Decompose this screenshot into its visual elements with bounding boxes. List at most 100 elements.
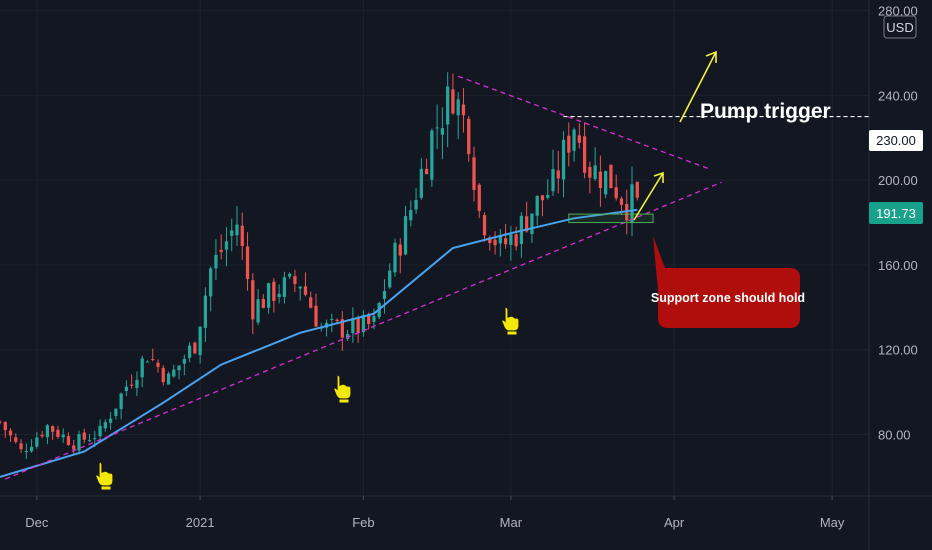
candle-body	[356, 317, 360, 334]
candle	[230, 218, 234, 252]
time-scale[interactable]: Dec 2021 Feb Mar Apr May	[25, 496, 845, 530]
candle	[351, 307, 355, 343]
candle-body	[166, 373, 171, 385]
pointing-hand-icon	[333, 374, 352, 404]
candle	[525, 201, 529, 233]
y-tick-label: 160.00	[878, 258, 918, 273]
candle-body	[435, 127, 439, 129]
candle-body	[40, 434, 44, 437]
candle-body	[482, 215, 487, 236]
candle	[414, 188, 418, 215]
candle	[3, 421, 7, 438]
candle-body	[93, 438, 97, 440]
candle-body	[272, 281, 276, 301]
candle	[509, 225, 513, 261]
candle	[103, 419, 107, 432]
candle	[604, 170, 608, 199]
candle	[261, 294, 265, 309]
candle-body	[103, 422, 107, 429]
candle	[82, 428, 86, 444]
currency-badge[interactable]: USD	[883, 15, 917, 39]
candle	[14, 433, 18, 444]
candle-body	[361, 314, 366, 333]
candle	[314, 293, 318, 327]
y-tick-label: 200.00	[878, 173, 918, 188]
candle	[124, 380, 129, 397]
candle	[272, 278, 276, 313]
candle-body	[198, 326, 202, 355]
candle	[572, 127, 576, 162]
candle	[330, 313, 334, 333]
candle	[609, 164, 613, 189]
candle-body	[224, 241, 229, 250]
price-scale[interactable]: 80.00 120.00 160.00 200.00 240.00 280.00	[878, 4, 918, 443]
candle	[209, 266, 213, 312]
candle	[72, 439, 76, 455]
candle-body	[424, 168, 429, 175]
x-tick-label: Feb	[352, 515, 374, 530]
candle-body	[288, 273, 292, 277]
candle	[87, 433, 92, 443]
candle-body	[293, 276, 297, 284]
candle-body	[414, 199, 418, 210]
candle	[340, 311, 344, 351]
candle	[293, 269, 297, 293]
candle-body	[588, 166, 592, 178]
candle-body	[382, 291, 387, 299]
candle-body	[114, 408, 118, 416]
candle	[135, 371, 139, 397]
candle-body	[45, 425, 50, 438]
candle-body	[514, 234, 518, 247]
candle-body	[525, 216, 529, 232]
x-tick-label: 2021	[186, 515, 215, 530]
candle	[40, 431, 44, 439]
candle-body	[261, 298, 265, 308]
candle-body	[467, 118, 471, 155]
candle	[66, 432, 71, 446]
candle	[177, 365, 181, 380]
x-tick-label: Mar	[500, 515, 523, 530]
support-trendline	[5, 181, 722, 480]
candle	[567, 122, 571, 167]
candle	[309, 291, 313, 309]
candle-body	[330, 318, 334, 320]
resistance-price-label: 230.00	[869, 130, 923, 151]
candle-body	[551, 169, 555, 192]
candle-body	[177, 365, 181, 371]
pointing-hand-icon	[501, 306, 520, 336]
candle-body	[572, 129, 576, 151]
pump-trigger-arrow-upper	[679, 50, 717, 123]
candle-body	[0, 421, 2, 423]
candle-body	[140, 358, 144, 378]
candle	[172, 364, 176, 378]
candle	[130, 374, 134, 389]
candle	[256, 289, 260, 325]
candle	[298, 285, 302, 301]
candle-body	[156, 362, 160, 367]
candle-body	[277, 293, 281, 298]
last-price-text: 191.73	[876, 206, 916, 221]
candle	[440, 107, 445, 160]
candle	[166, 371, 171, 385]
candle-body	[203, 295, 208, 328]
candle-body	[535, 195, 539, 216]
candle	[35, 431, 39, 449]
candle	[77, 430, 81, 455]
candle-body	[556, 170, 560, 179]
candle	[561, 131, 566, 198]
candle-body	[340, 319, 344, 338]
candle-body	[135, 379, 139, 388]
candle	[51, 425, 55, 440]
candle-body	[582, 136, 587, 173]
moving-average-line	[0, 208, 638, 478]
support-zone-box	[568, 213, 654, 224]
candle	[303, 272, 308, 297]
candle	[482, 212, 487, 242]
last-price-label: 191.73	[869, 202, 923, 224]
candle	[556, 150, 560, 194]
candle-body	[409, 209, 413, 221]
candle	[451, 73, 455, 115]
candle	[282, 271, 287, 304]
candle-body	[14, 437, 18, 442]
